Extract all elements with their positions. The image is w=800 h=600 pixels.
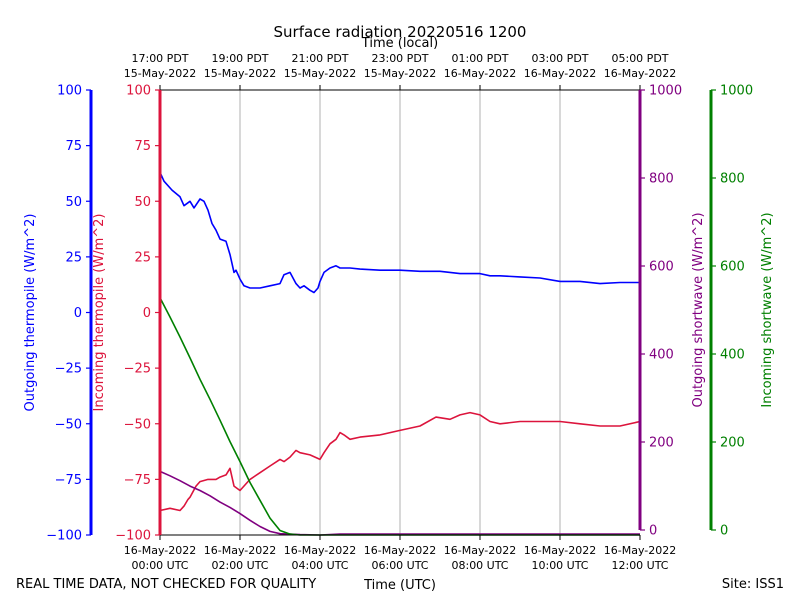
axis-tick-label: 0: [143, 306, 151, 321]
top-tick-date: 15-May-2022: [364, 67, 436, 80]
series-line-in_thermo: [159, 411, 641, 512]
axis-tick-label: 800: [720, 172, 745, 187]
top-tick-time: 21:00 PDT: [291, 52, 348, 65]
top-tick-date: 16-May-2022: [604, 67, 676, 80]
axis-tick-label: 1000: [649, 84, 682, 99]
axis-tick-label: 1000: [720, 84, 753, 99]
axis-tick-label: 25: [134, 250, 151, 265]
top-tick-date: 15-May-2022: [124, 67, 196, 80]
top-tick-date: 15-May-2022: [204, 67, 276, 80]
axis-tick-label: 600: [649, 260, 674, 275]
axis-tick-label: 100: [126, 84, 151, 99]
axis-tick-label: 25: [65, 250, 82, 265]
bottom-tick-time: 08:00 UTC: [451, 559, 508, 572]
top-tick-time: 03:00 PDT: [531, 52, 588, 65]
axis-tick-label: 100: [57, 84, 82, 99]
axis-tick-label: 0: [649, 524, 657, 539]
bottom-tick-date: 16-May-2022: [524, 544, 596, 557]
axis-tick-label: −25: [55, 362, 82, 377]
axis-tick-label: −50: [124, 417, 151, 432]
axis-title: Incoming thermopile (W/m^2): [92, 214, 107, 412]
axis-tick-label: −25: [124, 362, 151, 377]
axis-tick-label: −50: [55, 417, 82, 432]
top-axis-label: Time (local): [361, 36, 438, 51]
footer-quality-note: REAL TIME DATA, NOT CHECKED FOR QUALITY: [16, 577, 316, 592]
axis-title: Outgoing thermopile (W/m^2): [23, 214, 38, 412]
bottom-tick-time: 10:00 UTC: [531, 559, 588, 572]
axis-tick-label: 800: [649, 172, 674, 187]
axis-title: Outgoing shortwave (W/m^2): [691, 212, 706, 407]
grid-lines: [239, 90, 561, 535]
axis-tick-label: 600: [720, 260, 745, 275]
bottom-tick-date: 16-May-2022: [124, 544, 196, 557]
axis-tick-label: 75: [65, 139, 82, 154]
top-tick-time: 17:00 PDT: [131, 52, 188, 65]
top-tick-time: 05:00 PDT: [611, 52, 668, 65]
axis-out_thermo: −100 −75 −50 −25 0 25 50 75 100 Outgoing thermopi…: [23, 84, 93, 544]
axis-tick-label: 0: [74, 306, 82, 321]
series-line-out_thermo: [159, 171, 640, 294]
bottom-tick-time: 04:00 UTC: [291, 559, 348, 572]
bottom-tick-date: 16-May-2022: [204, 544, 276, 557]
bottom-tick-time: 06:00 UTC: [371, 559, 428, 572]
axis-tick-label: 400: [649, 348, 674, 363]
bottom-tick-time: 02:00 UTC: [211, 559, 268, 572]
bottom-tick-date: 16-May-2022: [364, 544, 436, 557]
axis-tick-label: 200: [720, 436, 745, 451]
axis-tick-label: −100: [46, 529, 82, 544]
axis-tick-label: 400: [720, 348, 745, 363]
chart-title: Surface radiation 20220516 1200: [274, 23, 527, 41]
axis-tick-label: 75: [134, 139, 151, 154]
axis-tick-label: −100: [115, 529, 151, 544]
bottom-tick-time: 12:00 UTC: [611, 559, 668, 572]
axis-in_thermo: −100 −75 −50 −25 0 25 50 75 100 Incoming thermopi…: [92, 84, 162, 544]
value-axes: −100 −75 −50 −25 0 25 50 75 100 Outgoing thermopi…: [23, 84, 775, 544]
footer-site: Site: ISS1: [722, 577, 784, 592]
top-tick-date: 15-May-2022: [284, 67, 356, 80]
top-tick-time: 23:00 PDT: [371, 52, 428, 65]
top-tick-date: 16-May-2022: [524, 67, 596, 80]
time-ticks: 16-May-2022 00:00 UTC 16-May-2022 02:00 UTC…: [124, 52, 676, 572]
bottom-tick-time: 00:00 UTC: [131, 559, 188, 572]
axis-tick-label: −75: [124, 473, 151, 488]
axis-tick-label: 50: [134, 195, 151, 210]
axis-tick-label: −75: [55, 473, 82, 488]
axis-tick-label: 50: [65, 195, 82, 210]
top-tick-date: 16-May-2022: [444, 67, 516, 80]
axis-tick-label: 0: [720, 524, 728, 539]
bottom-tick-date: 16-May-2022: [284, 544, 356, 557]
top-tick-time: 01:00 PDT: [451, 52, 508, 65]
top-tick-time: 19:00 PDT: [211, 52, 268, 65]
x-axis-label: Time (UTC): [363, 578, 436, 593]
bottom-tick-date: 16-May-2022: [604, 544, 676, 557]
axis-in_sw: 0 200 400 600 800 1000 Incoming shortwave (W/m…: [709, 84, 775, 539]
axis-title: Incoming shortwave (W/m^2): [760, 212, 775, 407]
bottom-tick-date: 16-May-2022: [444, 544, 516, 557]
axis-out_sw: 0 200 400 600 800 1000 Outgoing shortwave (W/m…: [638, 84, 706, 539]
axis-tick-label: 200: [649, 436, 674, 451]
series-line-out_sw: [159, 470, 640, 536]
